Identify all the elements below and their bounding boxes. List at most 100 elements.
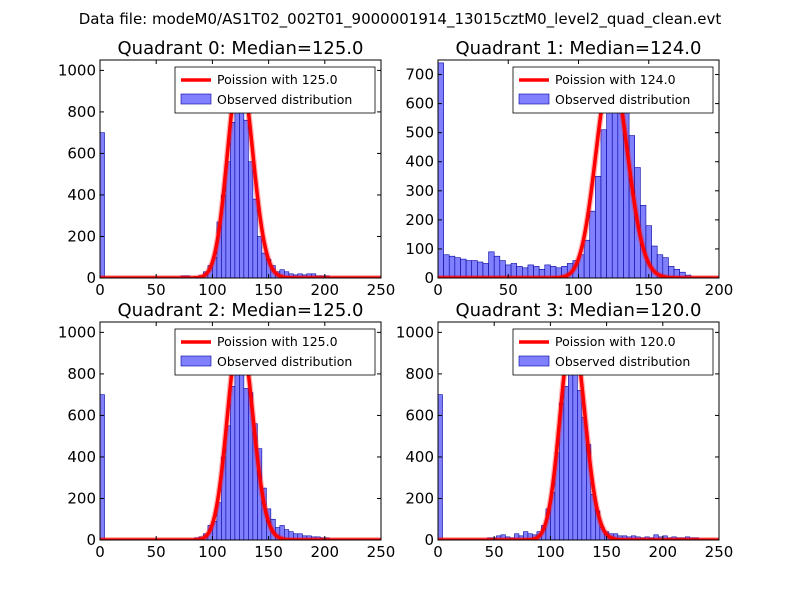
histogram-bar (589, 210, 596, 278)
legend: Poission with 124.0 Observed distribution (512, 66, 714, 114)
legend: Poission with 120.0 Observed distribution (512, 328, 714, 376)
y-tick-label: 400 (67, 186, 96, 204)
chart-title: Quadrant 0: Median=125.0 (118, 38, 364, 59)
chart-title: Quadrant 3: Median=120.0 (456, 300, 702, 321)
y-tick-label: 800 (67, 365, 96, 383)
histogram-bar (577, 390, 583, 540)
chart-title: Quadrant 2: Median=125.0 (118, 300, 364, 321)
legend-poisson-label: Poission with 124.0 (555, 72, 676, 87)
y-tick-label: 0 (424, 531, 434, 549)
histogram-bar (568, 356, 574, 540)
chart-panel-3: 0 50 100 150 200 250 0 200 400 600 800 1000 Quadrant… (396, 300, 734, 561)
x-tick-label: 250 (367, 281, 396, 299)
x-tick-label: 100 (536, 543, 565, 561)
x-tick-label: 200 (648, 543, 677, 561)
histogram-bar (248, 161, 254, 278)
x-tick-label: 50 (485, 543, 504, 561)
x-tick-label: 200 (310, 543, 339, 561)
y-tick-label: 800 (67, 103, 96, 121)
histogram-bar (243, 119, 249, 278)
histogram-bar (239, 363, 245, 540)
histogram-bar (606, 91, 613, 278)
x-tick-label: 200 (310, 281, 339, 299)
y-tick-label: 600 (405, 95, 434, 113)
chart-panel-2: 0 50 100 150 200 250 0 200 400 600 800 1000 Quadrant… (58, 300, 396, 561)
x-tick-label: 100 (564, 281, 593, 299)
axes-frame (99, 59, 382, 279)
x-tick-label: 100 (198, 543, 227, 561)
legend: Poission with 125.0 Observed distribution (174, 328, 376, 376)
y-tick-label: 600 (67, 406, 96, 424)
histogram-bar (100, 394, 105, 540)
figure-suptitle: Data file: modeM0/AS1T02_002T01_90000019… (79, 10, 722, 29)
x-tick-label: 0 (95, 281, 105, 299)
legend-poisson-label: Poission with 125.0 (217, 334, 338, 349)
x-tick-label: 50 (499, 281, 518, 299)
legend-hist-swatch (518, 355, 550, 367)
legend-box (174, 66, 376, 114)
histogram-bar (257, 236, 263, 278)
histogram-bar (595, 175, 602, 278)
x-tick-label: 100 (198, 281, 227, 299)
y-tick-label: 400 (67, 448, 96, 466)
x-tick-label: 0 (95, 543, 105, 561)
y-tick-label: 400 (405, 153, 434, 171)
y-tick-label: 1000 (58, 323, 96, 341)
y-tick-label: 100 (405, 240, 434, 258)
y-tick-label: 200 (405, 489, 434, 507)
y-tick-label: 200 (67, 489, 96, 507)
histogram-bar (448, 255, 456, 278)
legend-poisson-label: Poission with 125.0 (217, 72, 338, 87)
y-tick-label: 600 (67, 144, 96, 162)
x-tick-label: 250 (367, 543, 396, 561)
axes-frame (99, 321, 382, 541)
x-tick-label: 200 (705, 281, 734, 299)
legend-hist-swatch (518, 93, 550, 105)
histogram-bar (600, 129, 607, 278)
y-tick-label: 1000 (396, 323, 434, 341)
legend-hist-label: Observed distribution (555, 354, 690, 369)
legend-box (512, 328, 714, 376)
y-tick-label: 0 (86, 269, 96, 287)
legend-hist-label: Observed distribution (555, 92, 690, 107)
y-tick-label: 700 (405, 66, 434, 84)
y-tick-label: 200 (67, 227, 96, 245)
histogram-bar (438, 394, 443, 540)
legend-poisson-label: Poission with 120.0 (555, 334, 676, 349)
x-tick-label: 150 (254, 281, 283, 299)
y-tick-label: 400 (405, 448, 434, 466)
chart-panel-1: 0 50 100 150 200 0 100 200 300 400 500 600 700 Quadra… (405, 38, 733, 299)
legend-hist-label: Observed distribution (217, 92, 352, 107)
y-tick-label: 1000 (58, 61, 96, 79)
legend-hist-label: Observed distribution (217, 354, 352, 369)
y-tick-label: 200 (405, 211, 434, 229)
legend-box (512, 66, 714, 114)
legend-box (174, 328, 376, 376)
histogram-bar (454, 257, 461, 278)
histogram-bar (243, 388, 249, 540)
x-tick-label: 50 (147, 543, 166, 561)
y-tick-label: 300 (405, 182, 434, 200)
x-tick-label: 0 (433, 543, 443, 561)
histogram-bar (488, 251, 495, 278)
x-tick-label: 50 (147, 281, 166, 299)
histogram-bar (443, 254, 450, 278)
x-tick-label: 250 (705, 543, 734, 561)
y-tick-label: 0 (86, 531, 96, 549)
y-tick-label: 600 (405, 406, 434, 424)
histogram-bar (563, 386, 569, 540)
x-tick-label: 150 (592, 543, 621, 561)
histogram-bar (438, 62, 444, 278)
axes-frame (437, 321, 720, 541)
histogram-bar (230, 386, 236, 540)
x-tick-label: 0 (433, 281, 443, 299)
histogram-bar (493, 255, 501, 278)
histogram-bar (100, 132, 105, 278)
chart-title: Quadrant 1: Median=124.0 (456, 38, 702, 59)
x-tick-label: 150 (254, 543, 283, 561)
legend-hist-swatch (180, 93, 212, 105)
legend: Poission with 125.0 Observed distribution (174, 66, 376, 114)
y-tick-label: 500 (405, 124, 434, 142)
y-tick-label: 0 (424, 269, 434, 287)
legend-hist-swatch (180, 355, 212, 367)
